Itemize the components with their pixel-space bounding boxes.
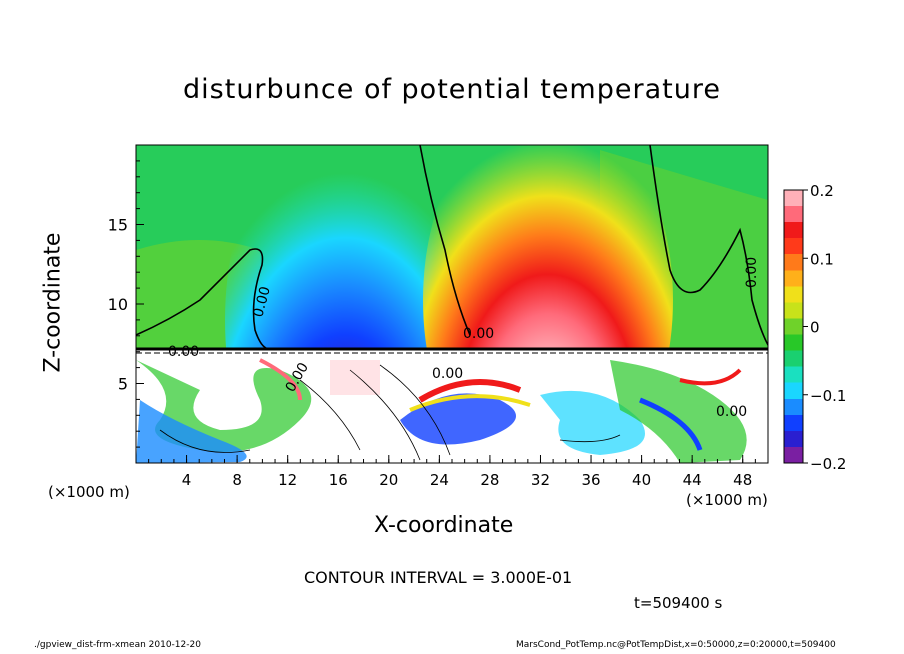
y-tick-label: 10 xyxy=(108,295,128,314)
colorbar-tick-label: 0 xyxy=(810,319,820,337)
contour-label: 0.00 xyxy=(744,257,760,288)
contour-label: 0.00 xyxy=(432,366,463,382)
y-axis-label: Z-coordinate xyxy=(40,232,66,373)
x-tick-label: 40 xyxy=(632,471,651,489)
colorbar-tick-label: −0.2 xyxy=(810,455,846,473)
x-tick-label: 36 xyxy=(581,471,600,489)
time-label: t=509400 s xyxy=(634,594,723,612)
x-unit-label-right: (×1000 m) xyxy=(686,491,768,509)
x-unit-label-left: (×1000 m) xyxy=(48,483,130,501)
colorbar-tick-label: 0.1 xyxy=(810,250,834,268)
contour-label: 0.00 xyxy=(463,326,494,342)
x-tick-label: 24 xyxy=(430,471,449,489)
contour-label: 0.00 xyxy=(250,285,274,319)
x-tick-label: 20 xyxy=(379,471,398,489)
y-axis: 5 10 15 xyxy=(108,160,144,448)
contour-label: 0.00 xyxy=(168,344,199,360)
footer-right: MarsCond_PotTemp.nc@PotTempDist,x=0:5000… xyxy=(516,640,836,650)
x-tick-label: 44 xyxy=(683,471,702,489)
x-tick-label: 48 xyxy=(733,471,752,489)
x-tick-label: 4 xyxy=(182,471,192,489)
y-tick-label: 5 xyxy=(118,375,128,394)
colorbar-axis: 0.2 0.1 0 −0.1 −0.2 xyxy=(803,182,846,473)
x-tick-label: 8 xyxy=(232,471,242,489)
colorbar-tick-label: −0.1 xyxy=(810,387,846,405)
contour-interval: CONTOUR INTERVAL = 3.000E-01 xyxy=(304,568,573,587)
x-axis-label: X-coordinate xyxy=(374,513,514,538)
x-tick-label: 32 xyxy=(531,471,550,489)
y-tick-label: 15 xyxy=(108,216,128,235)
x-axis: 4 8 12 16 20 24 28 32 36 40 44 48 xyxy=(135,455,769,489)
colorbar-tick-label: 0.2 xyxy=(810,182,834,200)
x-tick-label: 12 xyxy=(278,471,297,489)
chart-title: disturbunce of potential temperature xyxy=(183,74,721,105)
heatmap-field xyxy=(136,145,768,463)
x-tick-label: 16 xyxy=(329,471,348,489)
contour-label: 0.00 xyxy=(716,404,747,420)
footer-left: ./gpview_dist-frm-xmean 2010-12-20 xyxy=(34,640,201,650)
colorbar xyxy=(783,189,804,464)
x-tick-label: 28 xyxy=(480,471,499,489)
